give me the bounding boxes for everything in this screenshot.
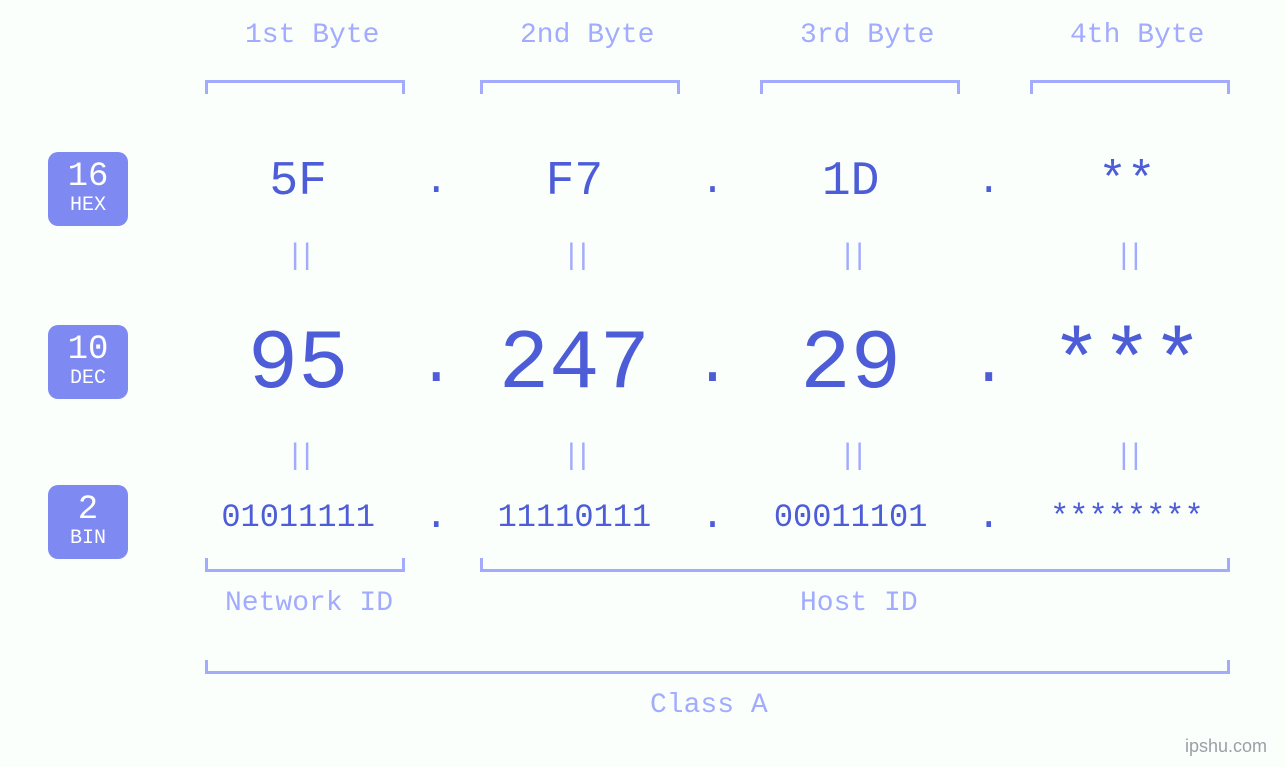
hex-byte-1: 5F xyxy=(180,155,416,209)
hex-byte-3: 1D xyxy=(733,155,969,209)
dec-byte-4: *** xyxy=(1009,318,1245,413)
separator-icon: . xyxy=(693,495,733,540)
byte-bracket-1 xyxy=(205,80,405,94)
bin-row: 01011111 . 11110111 . 00011101 . *******… xyxy=(180,495,1245,540)
hex-byte-2: F7 xyxy=(456,155,692,209)
separator-icon: . xyxy=(416,160,456,205)
hex-row: 5F . F7 . 1D . ** xyxy=(180,155,1245,209)
separator-icon: . xyxy=(693,332,733,400)
class-label: Class A xyxy=(650,690,768,721)
equals-row-1: || || || || xyxy=(180,240,1245,274)
dec-byte-3: 29 xyxy=(733,318,969,413)
class-bracket xyxy=(205,660,1230,674)
equals-icon: || xyxy=(1009,240,1245,274)
byte-header-3: 3rd Byte xyxy=(800,20,934,51)
equals-icon: || xyxy=(456,240,692,274)
host-id-bracket xyxy=(480,558,1230,572)
separator-icon: . xyxy=(416,495,456,540)
equals-icon: || xyxy=(180,440,416,474)
separator-icon: . xyxy=(416,332,456,400)
byte-bracket-3 xyxy=(760,80,960,94)
base-label-bin: BIN xyxy=(48,529,128,549)
bin-byte-2: 11110111 xyxy=(456,499,692,536)
base-badge-bin: 2 BIN xyxy=(48,485,128,559)
dec-row: 95 . 247 . 29 . *** xyxy=(180,318,1245,413)
network-id-label: Network ID xyxy=(225,588,393,619)
byte-bracket-2 xyxy=(480,80,680,94)
ip-byte-diagram: 1st Byte 2nd Byte 3rd Byte 4th Byte 16 H… xyxy=(0,0,1285,767)
equals-icon: || xyxy=(1009,440,1245,474)
base-label-dec: DEC xyxy=(48,369,128,389)
hex-byte-4: ** xyxy=(1009,155,1245,209)
equals-icon: || xyxy=(733,240,969,274)
dec-byte-2: 247 xyxy=(456,318,692,413)
equals-icon: || xyxy=(456,440,692,474)
byte-header-4: 4th Byte xyxy=(1070,20,1204,51)
byte-header-1: 1st Byte xyxy=(245,20,379,51)
base-num-bin: 2 xyxy=(48,493,128,527)
base-label-hex: HEX xyxy=(48,196,128,216)
watermark: ipshu.com xyxy=(1185,736,1267,757)
bin-byte-4: ******** xyxy=(1009,499,1245,536)
base-badge-dec: 10 DEC xyxy=(48,325,128,399)
base-num-dec: 10 xyxy=(48,333,128,367)
base-badge-hex: 16 HEX xyxy=(48,152,128,226)
separator-icon: . xyxy=(969,160,1009,205)
base-num-hex: 16 xyxy=(48,160,128,194)
byte-bracket-4 xyxy=(1030,80,1230,94)
network-id-bracket xyxy=(205,558,405,572)
bin-byte-3: 00011101 xyxy=(733,499,969,536)
host-id-label: Host ID xyxy=(800,588,918,619)
equals-icon: || xyxy=(733,440,969,474)
separator-icon: . xyxy=(969,332,1009,400)
dec-byte-1: 95 xyxy=(180,318,416,413)
equals-icon: || xyxy=(180,240,416,274)
equals-row-2: || || || || xyxy=(180,440,1245,474)
byte-header-2: 2nd Byte xyxy=(520,20,654,51)
bin-byte-1: 01011111 xyxy=(180,499,416,536)
separator-icon: . xyxy=(693,160,733,205)
separator-icon: . xyxy=(969,495,1009,540)
